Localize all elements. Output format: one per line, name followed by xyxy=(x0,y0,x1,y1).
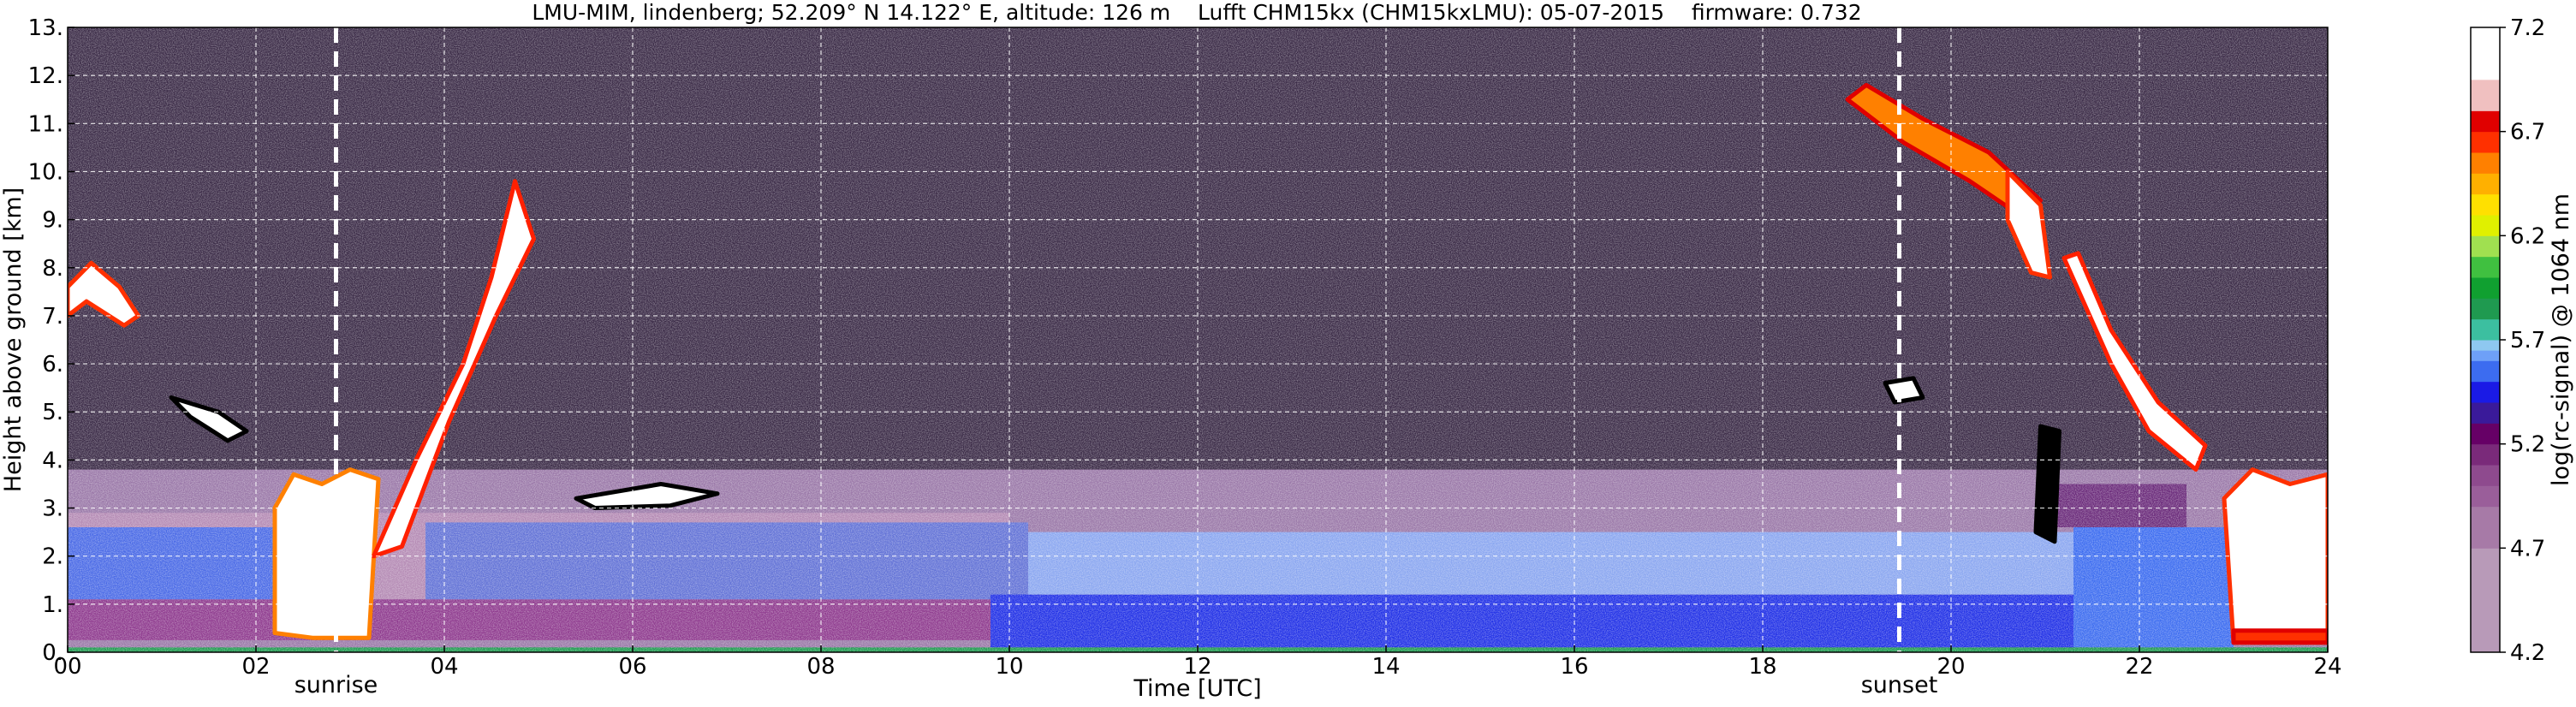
y-axis-label: Height above ground [km] xyxy=(0,187,27,492)
plot-area xyxy=(68,27,2328,652)
cloud-feature xyxy=(2231,628,2328,645)
x-axis-label: Time [UTC] xyxy=(1133,675,1261,702)
colorbar-segment xyxy=(2471,423,2500,445)
colorbar-segment xyxy=(2471,215,2500,236)
y-tick-label: 6. xyxy=(42,352,63,377)
colorbar-tick-label: 4.7 xyxy=(2510,536,2545,561)
x-tick-label: 10 xyxy=(995,654,1023,680)
y-tick-label: 7. xyxy=(42,304,63,330)
colorbar-segment xyxy=(2471,485,2500,508)
y-tick-label: 9. xyxy=(42,208,63,234)
x-tick-label: 16 xyxy=(1560,654,1588,680)
colorbar-segment xyxy=(2471,256,2500,278)
colorbar-segment xyxy=(2471,465,2500,486)
colorbar-tick-label: 4.2 xyxy=(2510,640,2545,666)
colorbar-tick-label: 5.7 xyxy=(2510,328,2545,354)
colorbar-tick-label: 7.2 xyxy=(2510,15,2545,41)
cloud-feature xyxy=(1883,376,1925,405)
colorbar-segment xyxy=(2471,277,2500,299)
sun-event-label: sunrise xyxy=(294,672,378,698)
colorbar-segment xyxy=(2471,27,2500,80)
colorbar-segment xyxy=(2471,381,2500,403)
colorbar-tick-label: 6.7 xyxy=(2510,120,2545,146)
x-tick-label: 00 xyxy=(53,654,81,680)
colorbar-segment xyxy=(2471,298,2500,320)
y-tick-label: 10. xyxy=(28,159,63,185)
colorbar-segment xyxy=(2471,110,2500,133)
colorbar-segment xyxy=(2471,402,2500,424)
colorbar-segment xyxy=(2471,443,2500,466)
x-tick-label: 08 xyxy=(806,654,835,680)
x-tick-label: 14 xyxy=(1371,654,1400,680)
colorbar-segment xyxy=(2471,152,2500,174)
x-tick-label: 04 xyxy=(430,654,458,680)
y-tick-label: 1. xyxy=(42,592,63,618)
cloud-feature xyxy=(68,260,140,328)
x-tick-label: 12 xyxy=(1183,654,1211,680)
y-tick-label: 13. xyxy=(28,15,63,41)
y-tick-label: 12. xyxy=(28,63,63,89)
x-tick-label: 22 xyxy=(2125,654,2153,680)
y-tick-label: 3. xyxy=(42,496,63,522)
y-tick-label: 11. xyxy=(28,111,63,137)
colorbar-label: log(rc-signal) @ 1064 nm xyxy=(2548,193,2574,486)
cloud-feature xyxy=(2061,251,2208,472)
colorbar-segment xyxy=(2471,350,2500,361)
colorbar-segment xyxy=(2471,340,2500,351)
x-tick-label: 18 xyxy=(1748,654,1776,680)
colorbar-segment xyxy=(2471,193,2500,216)
cloud-feature xyxy=(2222,467,2328,645)
cloud-feature xyxy=(2005,169,2052,280)
colorbar: 4.2 4.7 5.2 5.7 6.2 6.7 7.2 xyxy=(2470,15,2545,666)
colorbar-segment xyxy=(2471,360,2500,383)
colorbar-segment xyxy=(2471,506,2500,549)
colorbar-segment xyxy=(2471,79,2500,111)
y-tick-label: 2. xyxy=(42,544,63,570)
y-tick-label: 5. xyxy=(42,400,63,425)
x-tick-label: 24 xyxy=(2313,654,2341,680)
y-tick-label: 0. xyxy=(42,640,63,666)
colorbar-segment xyxy=(2471,318,2500,341)
y-tick-label: 8. xyxy=(42,256,63,282)
colorbar-segment xyxy=(2471,548,2500,653)
colorbar-tick-label: 5.2 xyxy=(2510,432,2545,458)
colorbar-segment xyxy=(2471,235,2500,258)
x-tick-label: 20 xyxy=(1936,654,1965,680)
cloud-feature xyxy=(272,467,381,640)
cloud-feature xyxy=(574,482,720,510)
colorbar-tick-label: 6.2 xyxy=(2510,223,2545,249)
x-tick-label: 06 xyxy=(618,654,646,680)
x-tick-label: 02 xyxy=(241,654,270,680)
cloud-feature xyxy=(169,395,249,443)
cloud-feature xyxy=(2033,424,2061,544)
y-tick-label: 4. xyxy=(42,448,63,473)
colorbar-segment xyxy=(2471,173,2500,195)
chart-title: LMU-MIM, lindenberg; 52.209° N 14.122° E… xyxy=(532,0,1861,25)
colorbar-segment xyxy=(2471,131,2500,153)
sun-event-label: sunset xyxy=(1861,672,1938,698)
